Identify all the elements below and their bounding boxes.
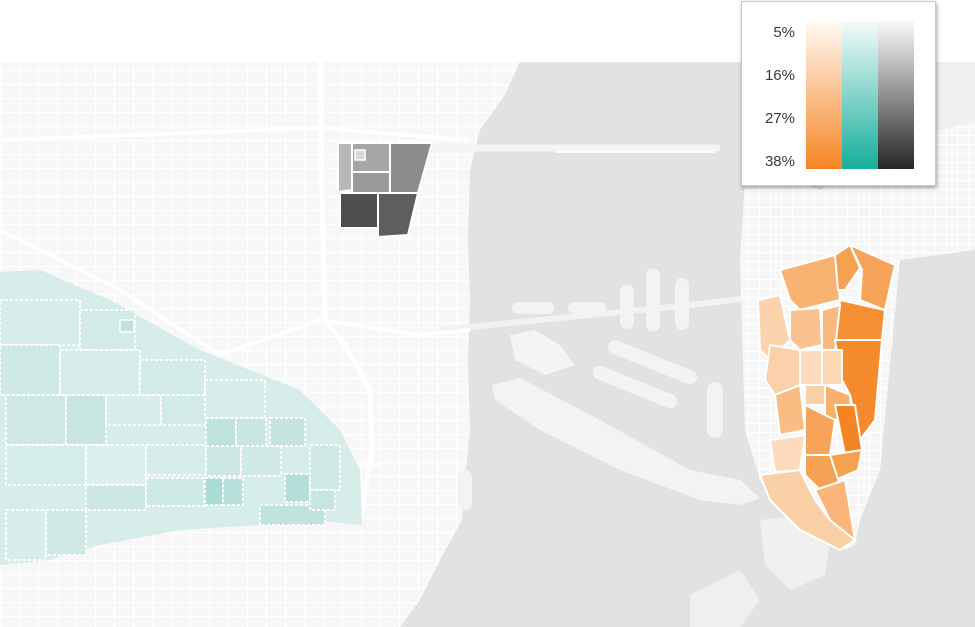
island: [458, 470, 472, 510]
teal-tract: [119, 319, 135, 333]
teal-region[interactable]: [0, 270, 362, 565]
teal-tract: [139, 359, 206, 396]
teal-tract: [309, 489, 336, 511]
teal-tract: [105, 394, 162, 426]
island: [675, 278, 689, 330]
legend-gray-ramp: [878, 21, 914, 169]
teal-tract: [284, 473, 311, 503]
teal-tract: [145, 477, 205, 507]
teal-tract: [0, 299, 81, 346]
map-legend: 5% 16% 27% 38%: [741, 1, 936, 186]
gray-tract: [337, 142, 353, 194]
island: [592, 365, 678, 409]
teal-tract: [204, 477, 224, 506]
island: [512, 302, 554, 314]
teal-tract: [259, 504, 326, 526]
island: [568, 302, 606, 314]
orange-tract: [789, 306, 824, 352]
teal-tract: [240, 445, 282, 477]
gray-region[interactable]: [337, 142, 434, 239]
orange-tract: [804, 384, 826, 406]
legend-label-38: 38%: [764, 153, 795, 170]
orange-tract: [768, 433, 807, 474]
teal-tract: [160, 394, 207, 426]
legend-label-16: 16%: [764, 67, 795, 84]
teal-tract: [5, 509, 47, 561]
orange-tract: [799, 349, 823, 386]
teal-tract: [205, 417, 237, 447]
highway: [317, 61, 375, 521]
port-island-upper: [510, 330, 575, 375]
teal-tract: [204, 379, 266, 419]
teal-tract: [59, 349, 141, 396]
teal-tract: [85, 444, 147, 486]
orange-tract: [847, 242, 897, 312]
orange-tract: [778, 253, 842, 312]
teal-tract: [5, 444, 87, 486]
teal-tract: [309, 444, 341, 491]
highway: [0, 228, 471, 358]
gray-tract: [354, 149, 366, 161]
teal-tract: [269, 417, 306, 447]
teal-tract: [205, 445, 242, 477]
teal-tract: [65, 394, 107, 446]
gray-tract: [377, 192, 420, 239]
teal-tract: [5, 394, 67, 446]
island: [707, 382, 723, 438]
gray-tract: [351, 171, 391, 194]
island-southeast: [690, 570, 760, 627]
port-island: [492, 378, 760, 505]
island: [620, 285, 634, 329]
teal-tract: [145, 444, 207, 476]
teal-tract: [0, 344, 61, 396]
gray-tract: [339, 192, 379, 229]
orange-tract: [773, 383, 807, 437]
orange-tract: [821, 349, 843, 386]
orange-region[interactable]: [756, 242, 897, 552]
legend-teal-ramp: [842, 21, 878, 169]
orange-tract: [813, 478, 857, 543]
island: [646, 268, 660, 332]
highway: [0, 125, 471, 142]
teal-tract: [45, 509, 87, 556]
teal-tract: [222, 477, 244, 506]
legend-orange-ramp: [806, 21, 842, 169]
legend-label-27: 27%: [764, 110, 795, 127]
legend-label-5: 5%: [773, 24, 795, 41]
island: [607, 340, 698, 385]
teal-tract: [85, 484, 147, 511]
teal-tract: [235, 417, 267, 447]
orange-tract: [833, 243, 862, 291]
